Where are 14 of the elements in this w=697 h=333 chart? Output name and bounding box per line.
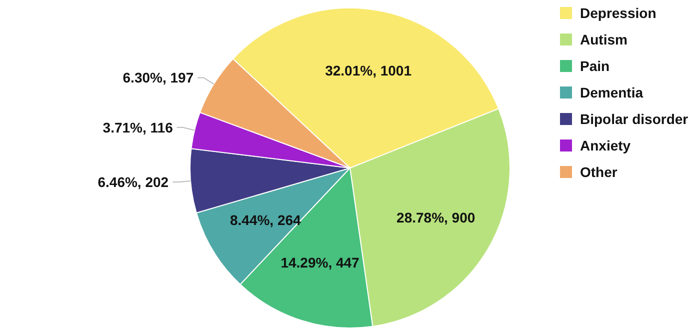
legend-label: Depression (580, 5, 656, 21)
data-label: 14.29%, 447 (280, 254, 360, 271)
data-label: 6.46%, 202 (98, 174, 169, 190)
data-label: 3.71%, 116 (102, 119, 174, 136)
data-label: 32.01%, 1001 (325, 62, 412, 78)
data-label: 6.30%, 197 (122, 70, 194, 86)
legend-label: Dementia (580, 84, 644, 100)
legend-label: Anxiety (580, 138, 631, 154)
legend-label: Autism (580, 32, 628, 48)
data-label: 8.44%, 264 (230, 212, 302, 228)
legend-label: Other (580, 164, 618, 180)
data-label: 28.78%, 900 (396, 210, 476, 226)
legend-label: Pain (580, 58, 610, 74)
legend-label: Bipolar disorder (580, 111, 689, 127)
